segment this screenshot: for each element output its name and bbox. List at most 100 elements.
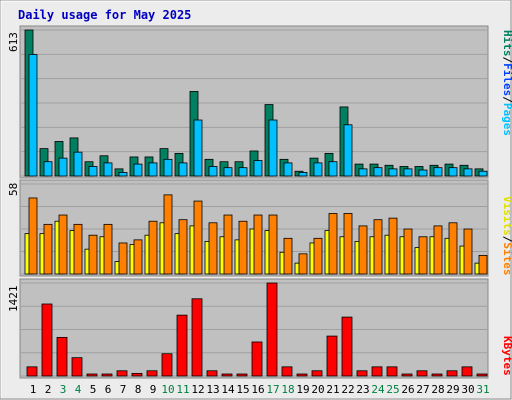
files-bar — [298, 172, 308, 177]
day-label: 13 — [206, 383, 219, 396]
legend-text: KBytes — [501, 336, 512, 376]
legend-text: Sites — [501, 242, 512, 275]
files-bar — [103, 162, 113, 177]
kbytes-bar — [116, 370, 128, 377]
files-bar — [253, 160, 263, 177]
day-label: 4 — [75, 383, 82, 396]
day-label: 30 — [461, 383, 474, 396]
legend-text: / — [501, 236, 512, 243]
visits-panel: 58 Visits/Sites — [7, 179, 512, 277]
sites-bar — [418, 236, 428, 275]
sites-bar — [58, 214, 68, 275]
kbytes-bar — [86, 373, 98, 377]
sites-bar — [238, 220, 248, 275]
files-bar — [118, 172, 128, 177]
visits-ymax-label: 58 — [7, 183, 20, 196]
kbytes-bar — [101, 373, 113, 377]
files-bar — [43, 161, 53, 177]
files-bar — [463, 168, 473, 177]
hits-legend: Hits/Files/Pages — [501, 30, 512, 136]
sites-bar — [118, 242, 128, 275]
day-label: 6 — [105, 383, 112, 396]
files-bar — [148, 162, 158, 177]
day-label: 9 — [150, 383, 157, 396]
kbytes-bar — [41, 303, 53, 377]
hits-bars — [24, 29, 488, 177]
files-bar — [208, 166, 218, 177]
sites-bar — [253, 214, 263, 275]
sites-bar — [133, 239, 143, 275]
kbytes-panel: 1421 KBytes — [7, 278, 512, 379]
files-bar — [163, 158, 173, 177]
sites-bar — [163, 194, 173, 275]
files-bar — [88, 166, 98, 177]
sites-bar — [313, 237, 323, 275]
kbytes-bar — [281, 366, 293, 377]
day-label: 20 — [311, 383, 324, 396]
sites-bar — [343, 213, 353, 275]
kbytes-bar — [131, 372, 143, 377]
kbytes-bar — [371, 366, 383, 377]
files-bar — [313, 162, 323, 177]
chart-title: Daily usage for May 2025 — [18, 8, 191, 22]
files-bar — [283, 162, 293, 177]
kbytes-bar — [326, 335, 338, 377]
kbytes-bar — [176, 314, 188, 377]
kbytes-bar — [386, 366, 398, 377]
sites-bar — [208, 222, 218, 275]
visits-legend: Visits/Sites — [501, 196, 512, 276]
sites-bar — [448, 222, 458, 275]
legend-text: Hits — [501, 30, 512, 57]
day-label: 7 — [120, 383, 127, 396]
files-bar — [388, 168, 398, 177]
files-bar — [58, 157, 68, 177]
day-label: 5 — [90, 383, 97, 396]
day-label: 3 — [60, 383, 67, 396]
hits-ymax-label: 613 — [7, 32, 20, 52]
kbytes-bar — [461, 366, 473, 377]
day-label: 11 — [176, 383, 189, 396]
kbytes-bar — [26, 366, 38, 377]
sites-bar — [328, 213, 338, 275]
day-label: 26 — [401, 383, 414, 396]
files-bar — [133, 163, 143, 177]
sites-bar — [178, 219, 188, 275]
kbytes-bars — [26, 282, 488, 377]
kbytes-bar — [296, 373, 308, 377]
day-label: 21 — [326, 383, 339, 396]
sites-bar — [298, 253, 308, 275]
sites-bar — [373, 219, 383, 275]
kbytes-bar — [401, 373, 413, 377]
day-label: 15 — [236, 383, 249, 396]
day-label: 31 — [476, 383, 489, 396]
kbytes-ymax-label: 1421 — [7, 286, 20, 313]
day-label: 29 — [446, 383, 459, 396]
files-bar — [73, 151, 83, 177]
sites-bar — [88, 234, 98, 275]
kbytes-bar — [356, 370, 368, 377]
files-bar — [223, 167, 233, 177]
sites-bar — [283, 237, 293, 275]
kbytes-bar — [431, 373, 443, 377]
sites-bar — [28, 197, 38, 275]
sites-bar — [358, 225, 368, 275]
files-bar — [358, 168, 368, 177]
files-bar — [373, 167, 383, 177]
files-bar — [238, 167, 248, 177]
kbytes-bar — [266, 282, 278, 377]
day-label: 28 — [431, 383, 444, 396]
sites-bar — [388, 217, 398, 275]
legend-text: Visits — [501, 196, 512, 236]
sites-bar — [403, 228, 413, 275]
day-label: 23 — [356, 383, 369, 396]
day-label: 12 — [191, 383, 204, 396]
day-label: 8 — [135, 383, 142, 396]
day-label: 16 — [251, 383, 264, 396]
day-label: 1 — [30, 383, 37, 396]
day-label: 14 — [221, 383, 235, 396]
kbytes-bar — [446, 370, 458, 377]
day-label: 25 — [386, 383, 399, 396]
kbytes-bar — [236, 373, 248, 377]
day-axis-labels: 1 2 3 4 5 6 7 8 9 10 11 12 13 14 15 16 17 18 19 20 21 22 23 24 2… — [30, 383, 490, 396]
